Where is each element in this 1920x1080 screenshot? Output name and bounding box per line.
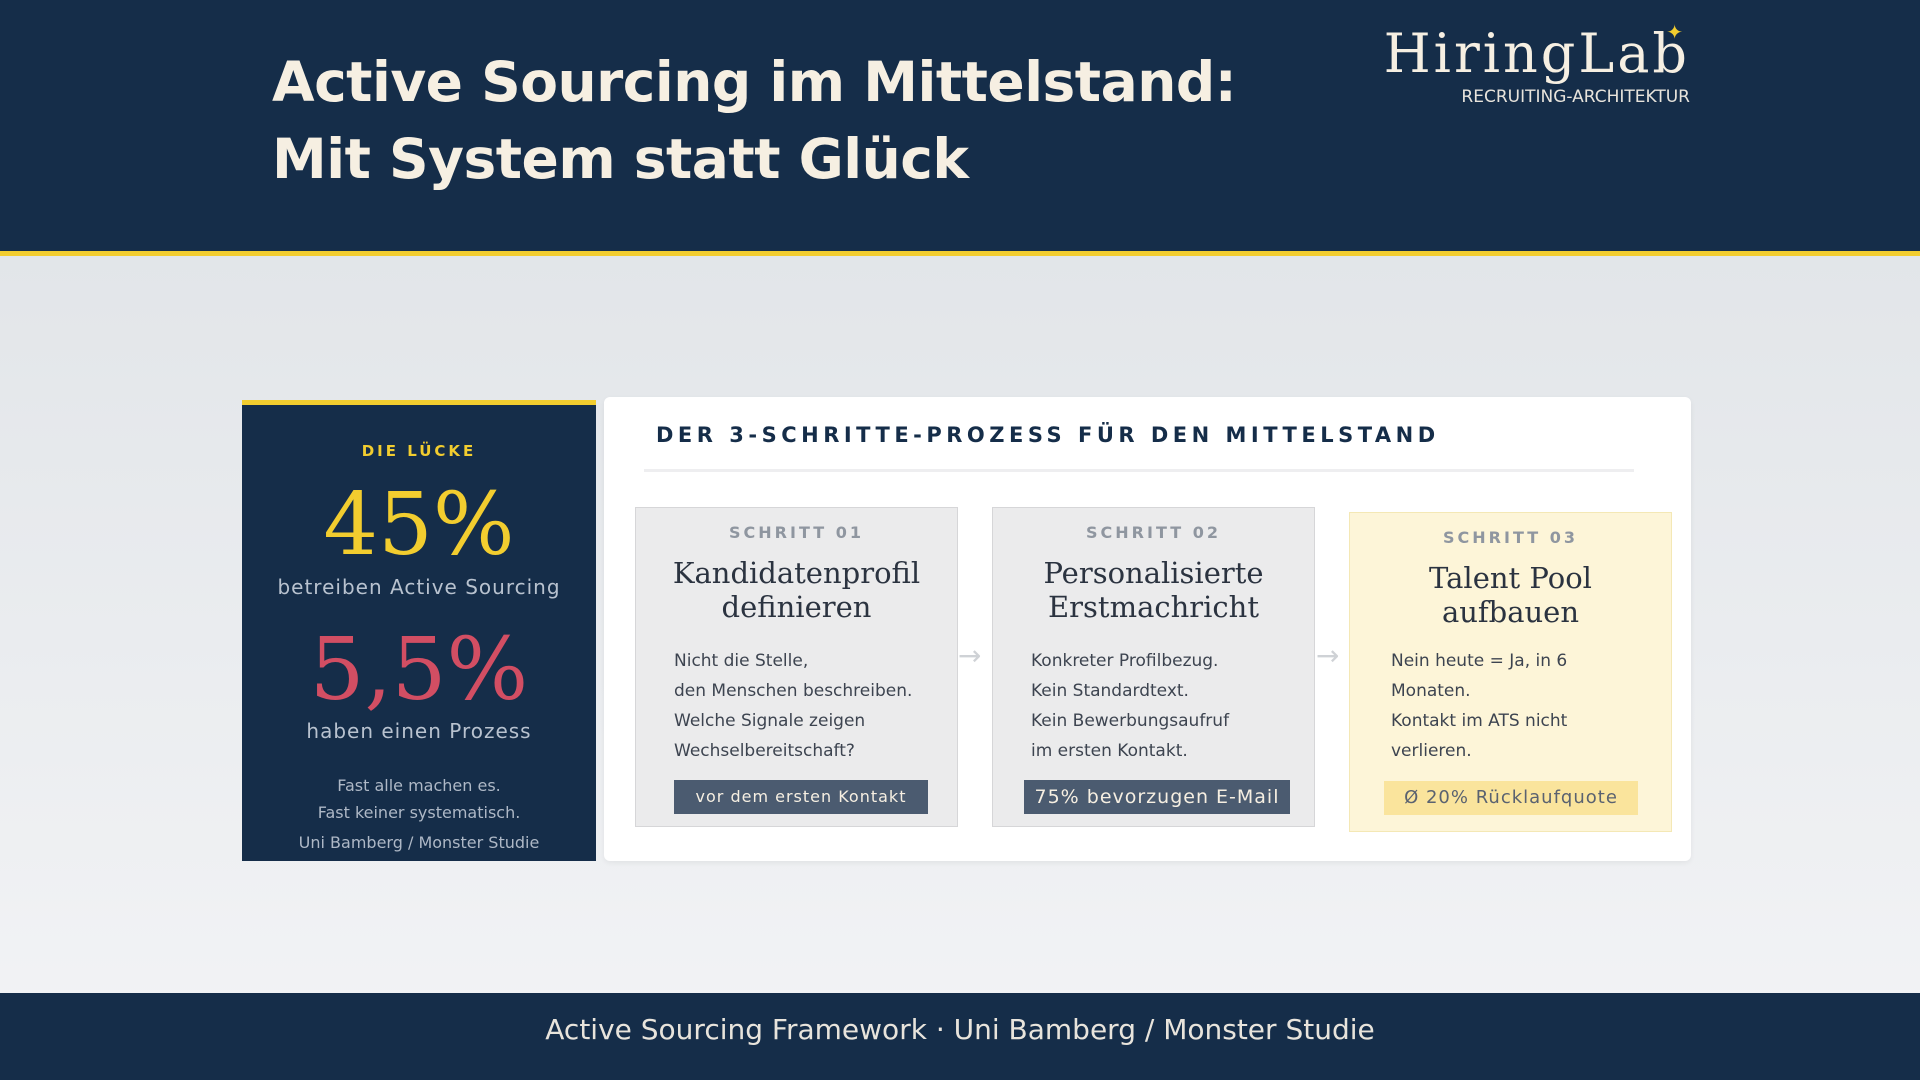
step-description-line: verlieren. (1391, 741, 1472, 761)
step-description-line: im ersten Kontakt. (1031, 741, 1188, 761)
step-description-line: Welche Signale zeigen (674, 711, 866, 731)
brand-logo: HiringLab ✦ RECRUITING-ARCHITEKTUR (1383, 20, 1690, 107)
step-description-line: Nicht die Stelle, (674, 651, 809, 671)
logo-name: HiringLab (1383, 22, 1690, 85)
step-description: Nein heute = Ja, in 6 Monaten. Kontakt i… (1391, 646, 1661, 766)
header-banner: Active Sourcing im Mittelstand: Mit Syst… (0, 0, 1920, 256)
active-sourcing-caption: betreiben Active Sourcing (277, 575, 561, 599)
step-number: SCHRITT 01 (729, 523, 864, 542)
step-title-line-2: definieren (721, 590, 872, 624)
step-description-line: Kein Bewerbungsaufruf (1031, 711, 1230, 731)
arrow-right-icon: → (958, 639, 982, 672)
process-title: DER 3-SCHRITTE-PROZESS FÜR DEN MITTELSTA… (656, 423, 1440, 447)
step-title: Kandidatenprofil definieren (636, 556, 957, 624)
process-panel: DER 3-SCHRITTE-PROZESS FÜR DEN MITTELSTA… (604, 397, 1691, 861)
page-title: Active Sourcing im Mittelstand: Mit Syst… (272, 44, 1237, 198)
step-tag: Ø 20% Rücklaufquote (1384, 781, 1638, 815)
arrow-right-icon: → (1316, 639, 1340, 672)
step-card-2: SCHRITT 02 Personalisierte Erstmachricht… (992, 507, 1315, 827)
gap-source: Uni Bamberg / Monster Studie (298, 833, 540, 852)
step-title-line-1: Talent Pool (1429, 561, 1592, 595)
hiring-lab-mark-icon: ✦ (1666, 20, 1686, 44)
step-title-line-1: Personalisierte (1043, 556, 1264, 590)
process-stat: 5,5% (309, 620, 529, 720)
footer: Active Sourcing Framework · Uni Bamberg … (0, 993, 1920, 1080)
step-title: Talent Pool aufbauen (1350, 561, 1671, 629)
step-number: SCHRITT 03 (1443, 528, 1578, 547)
step-description-line: Kontakt im ATS nicht (1391, 711, 1568, 731)
step-number: SCHRITT 02 (1086, 523, 1221, 542)
step-title-line-1: Kandidatenprofil (672, 556, 921, 590)
process-divider (644, 469, 1634, 472)
step-title: Personalisierte Erstmachricht (993, 556, 1314, 624)
logo-tagline: RECRUITING-ARCHITEKTUR (1461, 87, 1690, 107)
title-line-2: Mit System statt Glück (272, 127, 969, 191)
footer-text: Active Sourcing Framework · Uni Bamberg … (545, 1013, 1375, 1046)
gap-note-line-2: Fast keiner systematisch. (317, 803, 521, 822)
step-description-line: den Menschen beschreiben. (674, 681, 913, 701)
step-card-3: SCHRITT 03 Talent Pool aufbauen Nein heu… (1349, 512, 1672, 832)
step-description-line: Monaten. (1391, 681, 1471, 701)
step-description-line: Wechselbereitschaft? (674, 741, 855, 761)
step-title-line-2: aufbauen (1441, 595, 1580, 629)
active-sourcing-stat: 45% (323, 475, 515, 575)
step-description: Konkreter Profilbezug. Kein Standardtext… (1031, 646, 1304, 766)
step-tag: vor dem ersten Kontakt (674, 780, 928, 814)
gap-label: DIE LÜCKE (361, 442, 477, 460)
step-card-1: SCHRITT 01 Kandidatenprofil definieren N… (635, 507, 958, 827)
process-caption: haben einen Prozess (306, 719, 532, 743)
step-description-line: Nein heute = Ja, in 6 (1391, 651, 1568, 671)
step-description: Nicht die Stelle, den Menschen beschreib… (674, 646, 947, 766)
step-title-line-2: Erstmachricht (1048, 590, 1259, 624)
gap-note: Fast alle machen es. Fast keiner systema… (242, 772, 596, 826)
step-description-line: Konkreter Profilbezug. (1031, 651, 1219, 671)
gap-note-line-1: Fast alle machen es. (337, 776, 501, 795)
logo-wordmark: HiringLab ✦ (1383, 20, 1690, 85)
title-line-1: Active Sourcing im Mittelstand: (272, 50, 1237, 114)
step-tag: 75% bevorzugen E-Mail (1024, 780, 1290, 814)
step-description-line: Kein Standardtext. (1031, 681, 1189, 701)
gap-stat-card: DIE LÜCKE 45% betreiben Active Sourcing … (242, 400, 596, 861)
